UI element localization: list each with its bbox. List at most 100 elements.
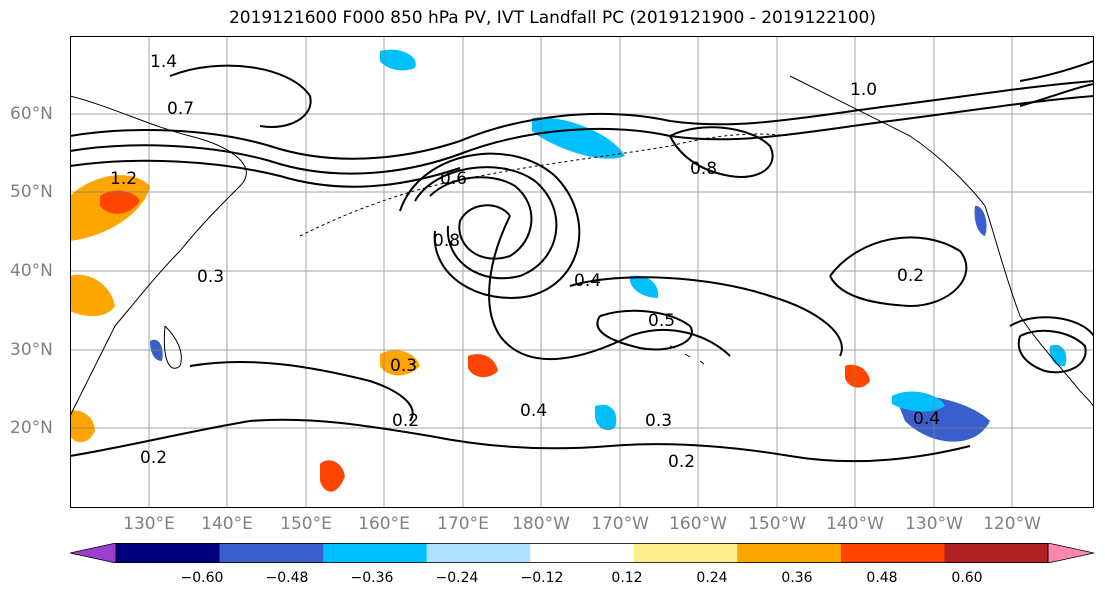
contour-line <box>414 166 558 280</box>
lat-label: 40°N <box>10 261 53 281</box>
colorbar-tick: 0.36 <box>781 570 813 586</box>
contour-line <box>70 95 1094 175</box>
contour-line <box>1019 83 1094 107</box>
colorbar-tick: −0.60 <box>180 570 224 586</box>
alaska-coast <box>789 75 986 207</box>
lon-label: 130°W <box>905 514 963 534</box>
pv-ivt-map: 1.4 1.2 1.0 0.8 0.8 0.7 0.6 0.5 0.4 0.4 … <box>70 36 1094 508</box>
colorbar-segment <box>840 543 945 563</box>
contour-label: 0.2 <box>897 266 924 286</box>
colorbar-segment <box>737 543 842 563</box>
contour-label-layer: 1.4 1.2 1.0 0.8 0.8 0.7 0.6 0.5 0.4 0.4 … <box>110 52 940 472</box>
contour-label: 0.3 <box>197 267 224 287</box>
contour-label: 0.6 <box>440 169 467 189</box>
coastlines <box>70 75 1094 417</box>
positive-patch <box>845 364 870 388</box>
negative-patch <box>892 391 945 412</box>
lat-label: 50°N <box>10 182 53 202</box>
colorbar-tick: 0.60 <box>951 570 983 586</box>
contour-line <box>189 360 414 422</box>
lat-label: 20°N <box>10 418 53 438</box>
lon-label: 160°W <box>669 514 727 534</box>
colorbar-extend-low <box>70 543 117 563</box>
contour-line <box>569 276 843 357</box>
colorbar-segment <box>633 543 738 563</box>
graticule <box>70 36 1094 508</box>
colorbar-tick: −0.12 <box>520 570 564 586</box>
colorbar-segment <box>219 543 324 563</box>
positive-patch <box>468 354 498 378</box>
colorbar-tick: 0.24 <box>696 570 728 586</box>
contour-label: 1.0 <box>850 80 877 100</box>
lon-label: 120°W <box>983 514 1041 534</box>
colorbar <box>70 543 1094 563</box>
contour-line <box>829 236 968 308</box>
asia-coast <box>70 95 247 417</box>
colorbar-tick: 0.48 <box>866 570 898 586</box>
colorbar-tick: −0.48 <box>265 570 309 586</box>
contour-label: 0.8 <box>433 231 460 251</box>
contour-label: 0.4 <box>574 271 601 291</box>
positive-patch <box>70 410 95 443</box>
contour-line <box>169 64 312 128</box>
colorbar-segments <box>70 543 1094 563</box>
colorbar-segment <box>530 543 635 563</box>
colorbar-tick: 0.12 <box>611 570 643 586</box>
contour-label: 0.2 <box>140 448 167 468</box>
colorbar-segment <box>116 543 221 563</box>
contour-label: 0.4 <box>520 401 547 421</box>
north-america-coast <box>984 205 1094 409</box>
lon-label: 170°E <box>437 514 489 534</box>
lon-label: 170°W <box>591 514 649 534</box>
lon-label: 180°W <box>512 514 570 534</box>
contour-label: 1.4 <box>150 52 177 72</box>
lon-label: 150°E <box>280 514 332 534</box>
lon-label: 160°E <box>358 514 410 534</box>
positive-patch <box>380 350 420 376</box>
colorbar-border <box>115 543 1049 563</box>
contour-line <box>669 126 774 178</box>
negative-patch <box>380 49 416 71</box>
colorbar-tick: −0.36 <box>350 570 394 586</box>
contour-line <box>70 418 971 463</box>
contour-label: 0.7 <box>167 99 194 119</box>
shading-layer <box>70 49 1067 492</box>
contour-line <box>596 309 693 351</box>
contour-label: 0.3 <box>645 411 672 431</box>
contour-label: 0.4 <box>913 409 940 429</box>
contour-layer <box>70 60 1094 463</box>
lon-label: 140°W <box>826 514 884 534</box>
contour-label: 0.5 <box>648 311 675 331</box>
lat-label: 60°N <box>10 104 53 124</box>
colorbar-segment <box>426 543 531 563</box>
contour-line <box>70 80 1094 160</box>
colorbar-tick: −0.24 <box>435 570 479 586</box>
contour-label: 0.2 <box>392 411 419 431</box>
japan-coast <box>163 325 182 369</box>
contour-line <box>1019 60 1094 82</box>
lat-label: 30°N <box>10 340 53 360</box>
lon-label: 150°W <box>748 514 806 534</box>
positive-patch <box>320 460 345 492</box>
contour-line <box>1017 329 1087 374</box>
contour-label: 1.2 <box>110 169 137 189</box>
contour-label: 0.2 <box>668 452 695 472</box>
negative-patch <box>532 117 625 159</box>
positive-patch <box>70 274 115 316</box>
colorbar-segment <box>944 543 1049 563</box>
contour-label: 0.3 <box>390 356 417 376</box>
lon-label: 130°E <box>123 514 175 534</box>
negative-patch <box>974 205 987 236</box>
contour-label: 0.8 <box>690 159 717 179</box>
contour-line <box>429 176 533 260</box>
colorbar-segment <box>323 543 428 563</box>
contour-line <box>1009 316 1094 337</box>
aleutian-chain <box>299 133 791 237</box>
negative-patch <box>595 404 617 431</box>
positive-patch <box>100 190 140 214</box>
map-title: 2019121600 F000 850 hPa PV, IVT Landfall… <box>228 8 876 28</box>
negative-patch <box>630 275 659 298</box>
colorbar-extend-high <box>1047 543 1094 563</box>
contour-line <box>488 215 731 360</box>
contour-line <box>399 152 581 299</box>
